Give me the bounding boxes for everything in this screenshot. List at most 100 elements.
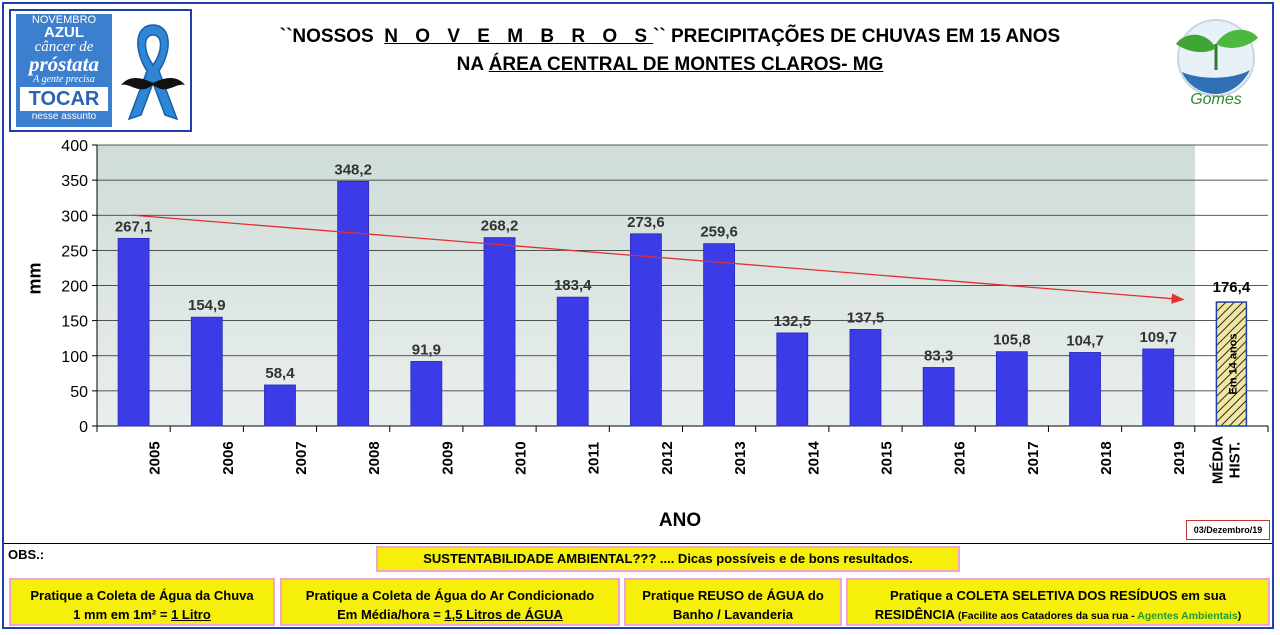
y-tick-label: 300 [61, 208, 88, 225]
subtitle-underlined: ÁREA CENTRAL DE MONTES CLAROS- MG [488, 54, 884, 75]
x-tick-label: 2014 [805, 441, 822, 475]
average-label: 176,4 [1213, 279, 1251, 296]
gomes-logo-icon [1176, 19, 1258, 97]
tip-line: Pratique a COLETA SELETIVA DOS RESÍDUOS … [890, 588, 1226, 603]
tip-line: Banho / Lavanderia [673, 607, 793, 622]
date-box: 03/Dezembro/19 [1186, 520, 1270, 540]
bar [337, 180, 370, 427]
x-tick-label: 2011 [586, 442, 603, 475]
y-tick-label: 200 [61, 279, 88, 296]
x-tick-label: 2013 [732, 441, 749, 474]
tip-water-reuse: Pratique REUSO de ÁGUA do Banho / Lavand… [624, 578, 842, 626]
data-label: 183,4 [554, 277, 592, 294]
data-label: 91,9 [412, 341, 441, 358]
title-prefix: ``NOSSOS [279, 26, 374, 47]
data-label: 267,1 [115, 218, 153, 235]
bar [556, 296, 589, 427]
x-tick-label: 2015 [878, 441, 895, 474]
bar [1142, 348, 1175, 427]
average-category-label: HIST. [1226, 442, 1243, 479]
tip-small-text: (Facilite aos Catadores da sua rua - [954, 610, 1138, 622]
bar [483, 237, 516, 427]
y-tick-label: 400 [61, 138, 88, 155]
subtitle-prefix: NA [456, 54, 484, 75]
y-tick-label: 0 [79, 419, 88, 436]
logo-line: TOCAR [20, 87, 108, 111]
logo-line: NOVEMBRO [31, 14, 97, 26]
average-bar [1215, 301, 1248, 427]
logo-line: AZUL [44, 24, 84, 41]
x-tick-label: 2018 [1098, 441, 1115, 474]
bar [1069, 352, 1101, 427]
tip-underlined: 1 Litro [171, 607, 211, 622]
x-axis-ticks: 2005 2006 2007 2008 2009 2010 2011 2012 2013 2014… [96, 426, 1269, 475]
y-tick-label: 100 [61, 349, 88, 366]
tip-rain-collection: Pratique a Coleta de Água da Chuva 1 mm … [9, 578, 275, 626]
x-tick-label: 2019 [1171, 441, 1188, 474]
trend-arrow [133, 214, 1185, 304]
x-axis-label: ANO [658, 510, 702, 531]
x-tick-label: 2005 [147, 441, 164, 474]
x-tick-label: 2017 [1025, 441, 1042, 474]
novembro-azul-logo: NOVEMBRO AZUL câncer de próstata A gente… [9, 9, 192, 132]
x-tick-label: 2016 [952, 441, 969, 474]
gomes-logo-text: Gomes [1190, 91, 1242, 108]
tip-text: 1 mm em 1m² = [73, 607, 172, 622]
average-inner-label: Em 14 anos [1227, 333, 1239, 394]
data-label: 259,6 [700, 224, 738, 241]
data-label: 137,5 [847, 309, 885, 326]
y-tick-label: 250 [61, 243, 88, 260]
tip-line: Em Média/hora = 1,5 Litros de ÁGUA [282, 605, 618, 624]
bar [703, 243, 735, 427]
tip-selective-collection: Pratique a COLETA SELETIVA DOS RESÍDUOS … [846, 578, 1270, 626]
title-suffix: `` PRECIPITAÇÕES DE CHUVAS EM 15 ANOS [653, 26, 1061, 47]
data-label: 58,4 [265, 365, 295, 382]
y-axis-label: mm [24, 262, 45, 295]
bars [117, 180, 1175, 427]
y-tick-label: 150 [61, 314, 88, 331]
sustainability-banner: SUSTENTABILIDADE AMBIENTAL??? .... Dicas… [376, 546, 960, 572]
grid-lines [97, 144, 1268, 392]
bar [190, 316, 223, 427]
logo-text-box: NOVEMBRO AZUL câncer de próstata A gente… [16, 14, 112, 127]
precipitation-chart: 0 50 100 150 200 250 300 350 400 267,1 154,9 58,4 3… [61, 138, 1269, 484]
x-tick-label: 2010 [513, 441, 530, 474]
y-tick-label: 50 [70, 384, 88, 401]
data-label: 273,6 [627, 214, 665, 231]
data-label: 109,7 [1139, 329, 1177, 346]
bar [849, 329, 882, 427]
bar [117, 237, 150, 427]
x-tick-label: 2007 [293, 441, 310, 474]
footer-separator [4, 543, 1272, 544]
bar [264, 384, 296, 427]
tip-line: RESIDÊNCIA (Facilite aos Catadores da su… [848, 605, 1268, 626]
tip-green-text: Agentes Ambientais [1137, 610, 1238, 622]
data-label: 348,2 [334, 161, 372, 178]
bar [630, 233, 662, 427]
data-label: 83,3 [924, 347, 953, 364]
tip-small-text: ) [1237, 610, 1242, 622]
title-spaced: N O V E M B R O S [384, 26, 654, 47]
bar [995, 351, 1028, 427]
blue-ribbon-mustache-icon [121, 24, 185, 121]
tip-line: Pratique a Coleta de Água da Chuva [30, 588, 254, 603]
average-category-label: MÉDIA [1209, 436, 1226, 485]
tip-line: Pratique REUSO de ÁGUA do [642, 588, 824, 603]
tip-underlined: 1,5 Litros de ÁGUA [444, 607, 563, 622]
data-label: 132,5 [774, 313, 812, 330]
data-label: 104,7 [1066, 332, 1104, 349]
bar [922, 367, 955, 427]
x-tick-label: 2006 [220, 441, 237, 474]
logo-line: câncer de [34, 39, 94, 55]
obs-label: OBS.: [8, 547, 45, 562]
x-tick-label: 2008 [366, 441, 383, 474]
x-tick-label: 2009 [439, 441, 456, 474]
y-tick-label: 350 [61, 173, 88, 190]
average-bar-group: 176,4 Em 14 anos MÉDIA HIST. [1209, 279, 1250, 484]
chart-subtitle: NA ÁREA CENTRAL DE MONTES CLAROS- MG [200, 54, 1140, 76]
tip-ac-water: Pratique a Coleta de Água do Ar Condicio… [280, 578, 620, 626]
tip-line: Pratique a Coleta de Água do Ar Condicio… [305, 588, 595, 603]
chart-title: ``NOSSOS N O V E M B R O S`` PRECIPITAÇÕ… [200, 26, 1140, 48]
logo-line: nesse assunto [31, 111, 97, 122]
